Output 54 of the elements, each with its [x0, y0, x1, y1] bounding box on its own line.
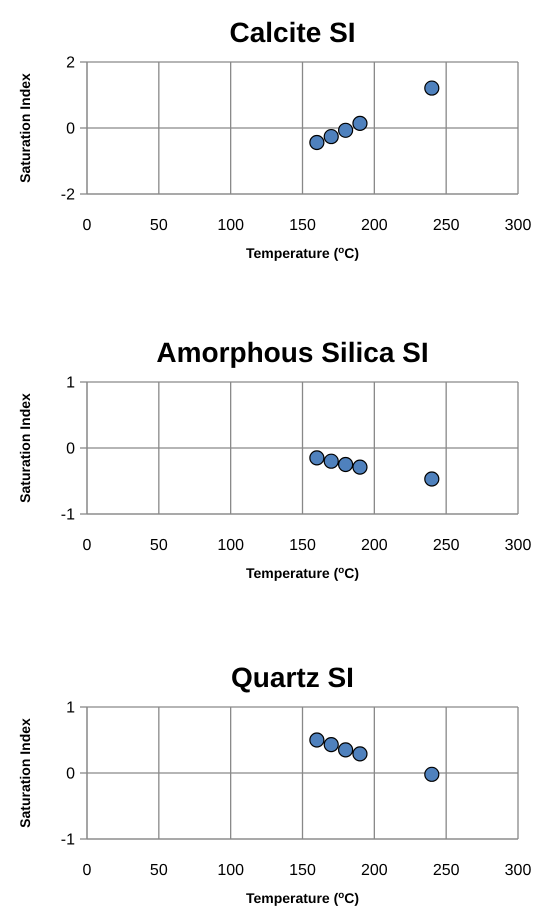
x-axis-title: Temperature ($^{o}$C) [246, 890, 360, 906]
point [424, 80, 440, 96]
point [324, 128, 339, 144]
x-tick-label: 150 [289, 862, 316, 879]
x-tick-label: 100 [217, 862, 244, 879]
y-tick-label: 0 [66, 440, 76, 458]
y-tick-label: -1 [60, 832, 76, 849]
x-tick-label: 300 [504, 217, 532, 234]
y-tick-label: 2 [66, 54, 76, 72]
y-tick-label: 1 [66, 374, 76, 392]
chart-title: Calcite SI [229, 17, 356, 48]
y-tick-label: 0 [66, 120, 76, 138]
point [338, 456, 354, 472]
x-tick-label: 100 [217, 217, 244, 234]
y-axis-title: Saturation Index [17, 72, 33, 183]
x-tick-label: 300 [504, 537, 532, 554]
y-tick-label: -1 [60, 506, 76, 524]
point [324, 454, 339, 469]
x-axis-title: Temperature ($^{o}$C) [246, 244, 360, 261]
point [424, 766, 440, 782]
point [309, 134, 324, 150]
x-tick-label: 50 [150, 217, 168, 234]
x-tick-label: 0 [82, 217, 92, 234]
point [338, 742, 354, 758]
x-axis-title: Temperature ($^{o}$C) [246, 564, 360, 581]
y-tick-label: 1 [66, 700, 76, 717]
x-tick-label: 200 [360, 537, 388, 554]
point [338, 122, 354, 138]
chart-title: Quartz SI [231, 662, 354, 693]
y-axis-title: Saturation Index [17, 392, 33, 503]
y-tick-label: -2 [60, 186, 76, 204]
x-tick-label: 150 [289, 537, 316, 554]
point [424, 471, 440, 487]
point [352, 116, 368, 131]
point [352, 746, 368, 762]
y-axis-title: Saturation Index [17, 718, 33, 828]
x-tick-label: 250 [432, 862, 460, 879]
point [352, 460, 368, 475]
x-tick-label: 150 [289, 217, 316, 234]
point [309, 450, 324, 466]
x-tick-label: 0 [82, 537, 92, 554]
x-tick-label: 50 [150, 537, 168, 554]
y-tick-label: 0 [66, 766, 76, 783]
x-tick-label: 100 [217, 537, 244, 554]
x-tick-label: 0 [82, 862, 92, 879]
x-tick-label: 200 [360, 217, 388, 234]
x-tick-label: 250 [432, 217, 460, 234]
x-tick-label: 250 [432, 537, 460, 554]
point [324, 737, 339, 752]
chart-title: Amorphous Silica SI [156, 337, 429, 368]
point [309, 732, 324, 748]
x-tick-label: 200 [360, 862, 388, 879]
x-tick-label: 300 [504, 862, 532, 879]
x-tick-label: 50 [150, 862, 168, 879]
